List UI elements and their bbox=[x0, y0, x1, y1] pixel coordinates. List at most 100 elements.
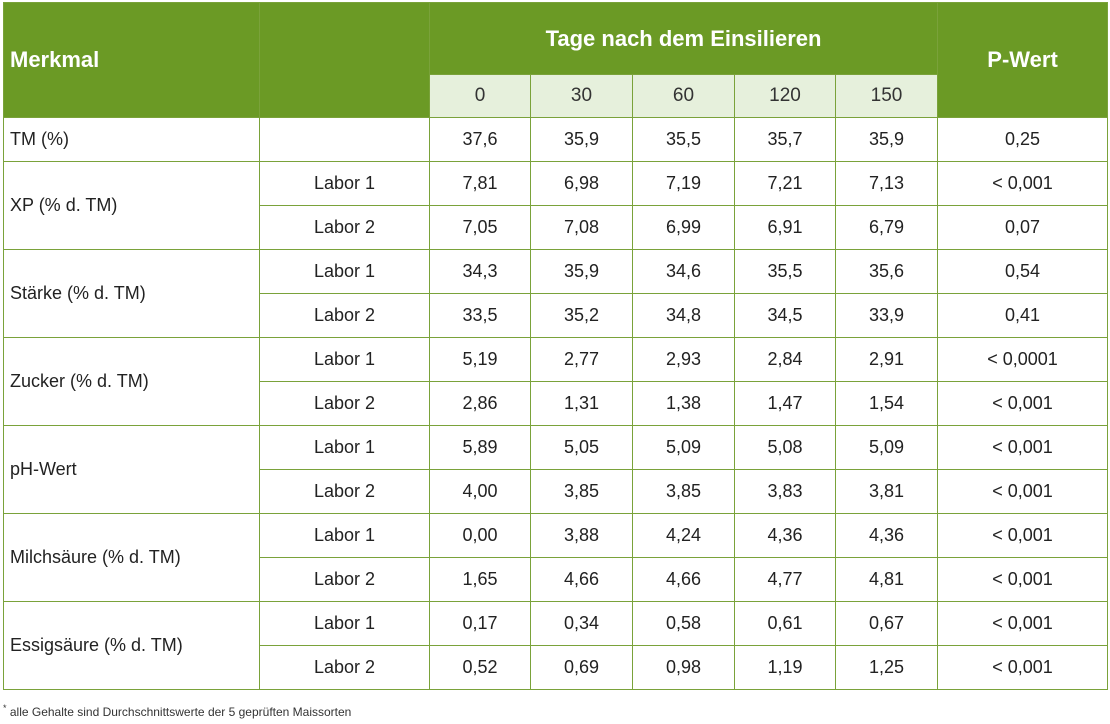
value-cell: 4,66 bbox=[530, 557, 633, 602]
value-cell: 35,9 bbox=[834, 117, 939, 162]
lab-cell: Labor 1 bbox=[259, 249, 430, 294]
p-value-cell: < 0,001 bbox=[937, 645, 1109, 690]
value-cell: 0,61 bbox=[734, 601, 836, 646]
value-cell: 7,81 bbox=[429, 161, 531, 206]
value-cell: 7,21 bbox=[734, 161, 836, 206]
value-cell: 35,9 bbox=[530, 249, 633, 294]
value-cell: 3,83 bbox=[734, 469, 836, 514]
header-day: 60 bbox=[632, 74, 735, 118]
value-cell: 6,91 bbox=[734, 205, 836, 250]
lab-cell: Labor 1 bbox=[259, 161, 430, 206]
table-row: TM (%) 37,6 35,9 35,5 35,7 35,9 0,25 bbox=[3, 117, 1109, 162]
footnote-text: alle Gehalte sind Durchschnittswerte der… bbox=[6, 705, 352, 719]
value-cell: 33,9 bbox=[834, 293, 939, 338]
p-value-cell: < 0,001 bbox=[937, 469, 1109, 514]
value-cell: 6,98 bbox=[530, 161, 633, 206]
value-cell: 5,09 bbox=[632, 425, 735, 470]
table-row: Labor 2 0,52 0,69 0,98 1,19 1,25 < 0,001 bbox=[4, 645, 1109, 690]
value-cell: 3,88 bbox=[530, 513, 633, 558]
value-cell: 4,00 bbox=[429, 469, 531, 514]
value-cell: 4,77 bbox=[734, 557, 836, 602]
table-header: Merkmal Tage nach dem Einsilieren P-Wert… bbox=[3, 2, 1109, 118]
header-empty bbox=[259, 2, 430, 118]
value-cell: 1,25 bbox=[834, 645, 939, 690]
p-value-cell: < 0,001 bbox=[937, 513, 1109, 558]
value-cell: 0,17 bbox=[429, 601, 531, 646]
value-cell: 5,89 bbox=[429, 425, 531, 470]
value-cell: 35,9 bbox=[530, 117, 633, 162]
lab-cell: Labor 1 bbox=[259, 513, 430, 558]
value-cell: 1,47 bbox=[734, 381, 836, 426]
value-cell: 7,13 bbox=[834, 161, 939, 206]
table-row: Labor 2 7,05 7,08 6,99 6,91 6,79 0,07 bbox=[4, 205, 1109, 250]
lab-cell: Labor 1 bbox=[259, 601, 430, 646]
lab-cell: Labor 2 bbox=[259, 645, 430, 690]
header-day: 0 bbox=[429, 74, 531, 118]
p-value-cell: < 0,0001 bbox=[937, 337, 1109, 382]
footnote: * alle Gehalte sind Durchschnittswerte d… bbox=[3, 703, 351, 719]
value-cell: 4,81 bbox=[834, 557, 939, 602]
row-label: XP (% d. TM) bbox=[3, 161, 260, 250]
value-cell: 35,2 bbox=[530, 293, 633, 338]
p-value-cell: 0,25 bbox=[937, 117, 1109, 162]
value-cell: 3,85 bbox=[632, 469, 735, 514]
value-cell: 3,81 bbox=[834, 469, 939, 514]
value-cell: 0,69 bbox=[530, 645, 633, 690]
footnote-mark: * bbox=[3, 703, 7, 713]
value-cell: 35,6 bbox=[834, 249, 939, 294]
value-cell: 1,65 bbox=[429, 557, 531, 602]
value-cell: 1,19 bbox=[734, 645, 836, 690]
table-row: XP (% d. TM) Labor 1 7,81 6,98 7,19 7,21 7,13 <… bbox=[3, 161, 1109, 250]
table-row: Stärke (% d. TM) Labor 1 34,3 35,9 34,6 35,5 3… bbox=[3, 249, 1109, 338]
value-cell: 6,79 bbox=[834, 205, 939, 250]
header-tage: Tage nach dem Einsilieren bbox=[428, 2, 939, 75]
value-cell: 4,36 bbox=[834, 513, 939, 558]
header-day: 120 bbox=[734, 74, 836, 118]
value-cell: 0,52 bbox=[429, 645, 531, 690]
value-cell: 1,38 bbox=[632, 381, 735, 426]
table-row: Labor 2 33,5 35,2 34,8 34,5 33,9 0,41 bbox=[4, 293, 1109, 338]
p-value-cell: < 0,001 bbox=[937, 601, 1109, 646]
lab-cell: Labor 1 bbox=[259, 425, 430, 470]
value-cell: 5,09 bbox=[834, 425, 939, 470]
silage-table: Merkmal Tage nach dem Einsilieren P-Wert… bbox=[3, 2, 1109, 690]
value-cell: 34,8 bbox=[632, 293, 735, 338]
value-cell: 4,36 bbox=[734, 513, 836, 558]
value-cell: 0,00 bbox=[429, 513, 531, 558]
value-cell: 7,19 bbox=[632, 161, 735, 206]
value-cell: 0,34 bbox=[530, 601, 633, 646]
table-row: Zucker (% d. TM) Labor 1 5,19 2,77 2,93 2,84 2… bbox=[3, 337, 1109, 426]
p-value-cell: 0,54 bbox=[937, 249, 1109, 294]
value-cell: 5,05 bbox=[530, 425, 633, 470]
empty-cell bbox=[259, 117, 430, 162]
value-cell: 2,91 bbox=[834, 337, 939, 382]
p-value-cell: < 0,001 bbox=[937, 425, 1109, 470]
value-cell: 5,19 bbox=[429, 337, 531, 382]
value-cell: 33,5 bbox=[429, 293, 531, 338]
value-cell: 35,7 bbox=[734, 117, 836, 162]
p-value-cell: < 0,001 bbox=[937, 557, 1109, 602]
value-cell: 6,99 bbox=[632, 205, 735, 250]
value-cell: 34,5 bbox=[734, 293, 836, 338]
lab-cell: Labor 2 bbox=[259, 469, 430, 514]
value-cell: 5,08 bbox=[734, 425, 836, 470]
p-value-cell: < 0,001 bbox=[937, 381, 1109, 426]
header-pwert: P-Wert bbox=[937, 2, 1109, 118]
value-cell: 0,98 bbox=[632, 645, 735, 690]
p-value-cell: 0,07 bbox=[937, 205, 1109, 250]
value-cell: 34,3 bbox=[429, 249, 531, 294]
row-label: Milchsäure (% d. TM) bbox=[3, 513, 260, 602]
lab-cell: Labor 2 bbox=[259, 381, 430, 426]
table-row: Labor 2 2,86 1,31 1,38 1,47 1,54 < 0,001 bbox=[4, 381, 1109, 426]
row-label: Essigsäure (% d. TM) bbox=[3, 601, 260, 690]
table-body: TM (%) 37,6 35,9 35,5 35,7 35,9 0,25 XP … bbox=[3, 117, 1109, 690]
value-cell: 2,77 bbox=[530, 337, 633, 382]
value-cell: 1,31 bbox=[530, 381, 633, 426]
lab-cell: Labor 2 bbox=[259, 205, 430, 250]
lab-cell: Labor 1 bbox=[259, 337, 430, 382]
table-row: Labor 2 4,00 3,85 3,85 3,83 3,81 < 0,001 bbox=[4, 469, 1109, 514]
row-label: pH-Wert bbox=[3, 425, 260, 514]
value-cell: 2,84 bbox=[734, 337, 836, 382]
value-cell: 4,66 bbox=[632, 557, 735, 602]
